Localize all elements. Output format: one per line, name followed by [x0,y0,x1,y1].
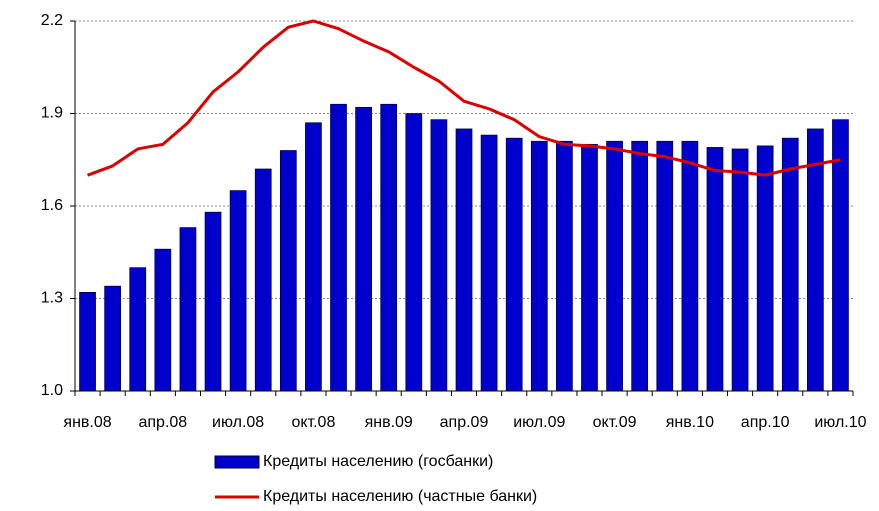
bar [179,227,197,392]
legend-label: Кредиты населению (госбанки) [263,453,493,470]
bar [279,150,297,392]
line [87,19,841,177]
bar [79,291,96,392]
bar [430,119,448,392]
bar [405,113,423,392]
y-tick-label: 1.6 [41,197,63,214]
x-tick-label: июл.09 [513,414,565,431]
y-tick-label: 1.3 [41,290,63,307]
x-tick-label: июл.10 [814,414,866,431]
y-tick-label: 2.2 [41,12,63,29]
bar [455,128,473,392]
y-tick-label: 1.0 [41,382,63,399]
x-tick-label: июл.08 [212,414,264,431]
legend-label: Кредиты населению (частные банки) [263,488,537,505]
x-tick-label: янв.09 [365,414,413,431]
bar [556,140,573,392]
bar [480,134,498,392]
bar [530,140,548,392]
x-tick-label: янв.10 [666,414,714,431]
bar [254,168,272,392]
bar [129,267,147,392]
bar [781,137,799,392]
bar [355,106,372,392]
bar [154,248,172,392]
bar [756,145,774,392]
bar [229,190,247,392]
bar [731,148,749,392]
bar [204,211,222,392]
bar [581,143,598,392]
x-tick-label: окт.09 [593,414,637,431]
x-tick-label: апр.09 [440,414,489,431]
bar [656,140,674,392]
bar [380,103,398,392]
x-tick-label: окт.08 [291,414,335,431]
bar [305,122,322,392]
y-tick-label: 1.9 [41,105,63,122]
legend-swatch [214,455,260,469]
bar [330,103,347,392]
bar [681,140,699,392]
x-tick-label: апр.08 [138,414,187,431]
bar [706,147,724,392]
x-tick-label: апр.10 [741,414,790,431]
x-tick-label: янв.08 [63,414,111,431]
bar [606,140,623,392]
bar [104,285,121,392]
bar [505,137,523,392]
bar [807,128,824,392]
bar [631,140,649,392]
